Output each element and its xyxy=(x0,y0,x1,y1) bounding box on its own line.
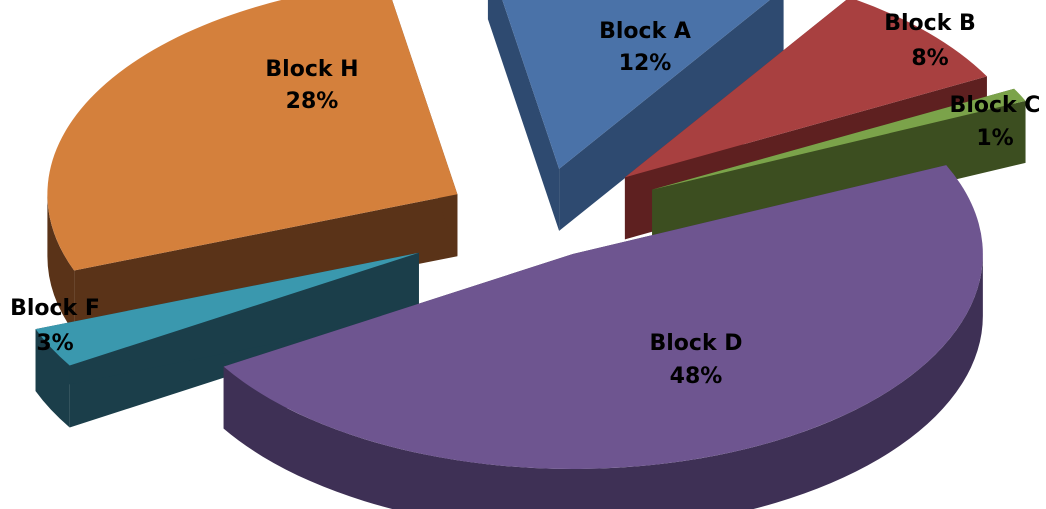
pie-tops xyxy=(35,0,1026,469)
block-f-outer-wall xyxy=(35,329,70,428)
block-a-name-label: Block A xyxy=(599,19,691,44)
block-b-name-label: Block B xyxy=(884,11,976,36)
block-f-name-label: Block F xyxy=(10,296,100,321)
block-d-outer-wall xyxy=(223,253,983,509)
block-h-slice xyxy=(47,0,458,271)
block-f-slice xyxy=(35,252,419,366)
block-h-side-wall-0 xyxy=(74,194,458,333)
block-a-value-label: 12% xyxy=(619,51,672,76)
block-d-value-label: 48% xyxy=(670,364,723,389)
block-a-side-wall-1 xyxy=(559,0,784,231)
block-f-side-wall-1 xyxy=(35,252,419,392)
block-d-slice xyxy=(223,165,983,469)
block-b-value-label: 8% xyxy=(911,46,948,71)
block-h-outer-wall xyxy=(47,194,75,333)
block-f-value-label: 3% xyxy=(36,331,73,356)
block-a-slice xyxy=(502,0,770,169)
block-c-name-label: Block C xyxy=(950,93,1041,118)
pie-labels: Block A 12% Block B 8%Block C 1% Block D 48% Bl… xyxy=(10,11,1040,389)
block-h-name-label: Block H xyxy=(265,57,358,82)
block-c-slice xyxy=(652,88,1026,190)
block-c-value-label: 1% xyxy=(976,126,1013,151)
block-a-side-wall-0 xyxy=(487,0,560,231)
block-b-slice xyxy=(624,0,987,178)
block-d-name-label: Block D xyxy=(649,331,742,356)
block-h-value-label: 28% xyxy=(286,89,339,114)
